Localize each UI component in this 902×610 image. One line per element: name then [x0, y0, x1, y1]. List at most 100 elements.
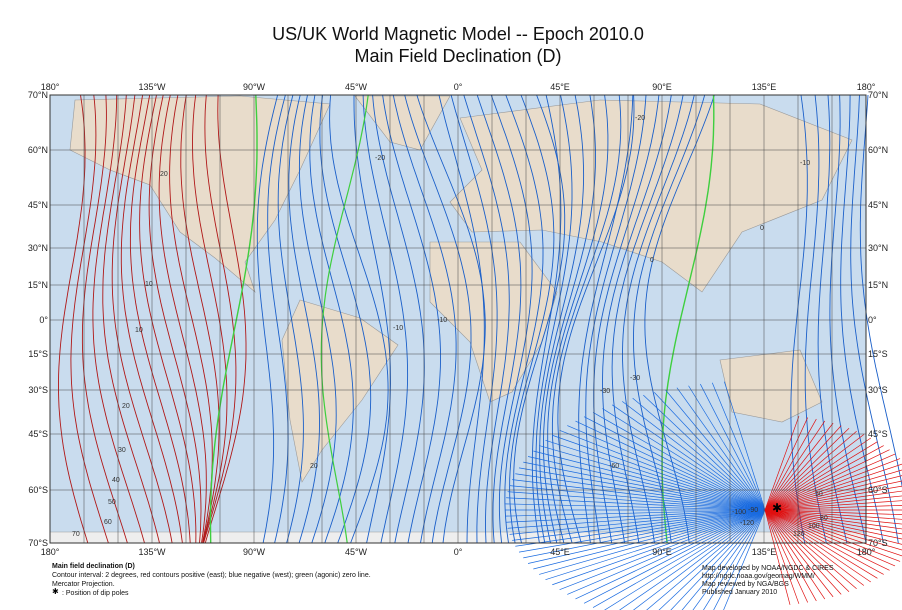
contour-line	[764, 500, 902, 511]
contour-line	[298, 94, 337, 544]
lon-label-top: 90°E	[652, 82, 672, 92]
contour-line	[513, 94, 566, 544]
contour-label: -20	[375, 155, 385, 162]
contour-label: 20	[122, 403, 130, 410]
contour-line	[102, 94, 160, 544]
footer-left-line: Contour interval: 2 degrees, red contour…	[52, 572, 371, 579]
contour-line	[592, 509, 766, 608]
contour-line	[602, 94, 672, 544]
contour-label: -30	[600, 388, 610, 395]
lon-label-bottom: 45°E	[550, 547, 570, 557]
contour-line	[209, 94, 258, 544]
contour-line	[111, 94, 173, 544]
lon-label-bottom: 180°	[41, 547, 60, 557]
lon-label-bottom: 180°	[857, 547, 876, 557]
lat-label-right: 45°S	[868, 429, 888, 439]
contour-line	[723, 509, 766, 610]
contour-line	[515, 509, 766, 547]
map-frame	[49, 94, 867, 544]
contour-label: 50	[108, 499, 116, 506]
contour-line	[139, 94, 197, 544]
lat-label-left: 30°N	[28, 243, 48, 253]
contour-line	[583, 509, 766, 604]
contour-line	[92, 94, 145, 544]
dip-pole-icon: ✱	[52, 587, 59, 596]
footer-right-line: Map reviewed by NGA/BGS	[702, 581, 789, 588]
contour-label: -10	[800, 160, 810, 167]
contour-line	[81, 94, 128, 544]
contour-line	[654, 392, 766, 511]
contour-line	[557, 94, 635, 544]
footer-left-line: Mercator Projection.	[52, 581, 115, 588]
lat-label-left: 45°N	[28, 200, 48, 210]
contour-line	[764, 469, 902, 511]
contour-label: 40	[112, 477, 120, 484]
lat-label-right: 70°S	[868, 538, 888, 548]
footer-left-line: Main field declination (D)	[52, 563, 135, 570]
contour-line	[764, 422, 834, 511]
contour-line	[764, 420, 826, 511]
contour-line	[764, 437, 872, 511]
contour-line	[507, 491, 766, 511]
contour-line	[764, 509, 902, 516]
contour-line	[277, 94, 304, 544]
contour-label: 30	[118, 447, 126, 454]
contour-label: -20	[635, 115, 645, 122]
contour-line	[711, 382, 766, 511]
contour-line	[552, 509, 766, 586]
contour-line	[764, 509, 878, 579]
contour-line	[545, 440, 766, 511]
contour-line	[518, 509, 766, 553]
contour-line	[764, 453, 896, 511]
lon-label-bottom: 90°E	[652, 547, 672, 557]
lat-label-left: 0°	[39, 315, 48, 325]
contour-line	[552, 434, 766, 511]
contour-line	[288, 94, 320, 544]
contour-line	[382, 94, 441, 544]
footer: ✱ ✱ Main field declination (D) Contour in…	[52, 501, 834, 597]
contour-line	[622, 401, 766, 511]
contour-line	[329, 94, 389, 544]
contour-line	[120, 94, 183, 544]
contour-line	[850, 94, 899, 544]
lon-label-top: 0°	[454, 82, 463, 92]
contour-line	[817, 94, 848, 544]
lat-label-left: 45°S	[28, 429, 48, 439]
contour-line	[504, 94, 544, 544]
contour-line	[804, 94, 827, 544]
contour-line	[632, 397, 766, 511]
contour-line	[438, 94, 485, 544]
contour-line	[644, 94, 715, 544]
contour-line	[539, 509, 766, 575]
contour-line	[611, 404, 766, 511]
lat-label-right: 0°	[868, 315, 877, 325]
lon-label-top: 45°W	[345, 82, 368, 92]
contour-line	[633, 94, 706, 544]
contour-line	[764, 509, 809, 603]
contour-line	[764, 441, 878, 511]
contour-line	[476, 94, 522, 544]
contour-line	[676, 387, 766, 511]
contour-line	[203, 94, 237, 544]
contour-line	[703, 509, 766, 610]
contour-label: -120	[740, 520, 754, 527]
contour-line	[658, 509, 766, 610]
contour-line	[764, 480, 902, 511]
contour-line	[490, 94, 533, 544]
contour-label: 20	[310, 463, 318, 470]
contour-line	[764, 490, 902, 511]
lon-label-top: 180°	[41, 82, 60, 92]
contour-line	[592, 412, 766, 511]
contour-line	[764, 417, 809, 511]
contour-line	[512, 479, 766, 511]
contour-line	[507, 509, 766, 529]
contour-line	[533, 509, 766, 570]
contour-line	[523, 509, 766, 559]
contour-line	[583, 416, 766, 511]
lat-label-left: 70°N	[28, 90, 48, 100]
contour-label: 70	[72, 531, 80, 538]
contour-line	[764, 509, 896, 567]
contour-line	[567, 425, 766, 511]
contour-line	[764, 509, 826, 600]
contour-line	[764, 509, 834, 598]
